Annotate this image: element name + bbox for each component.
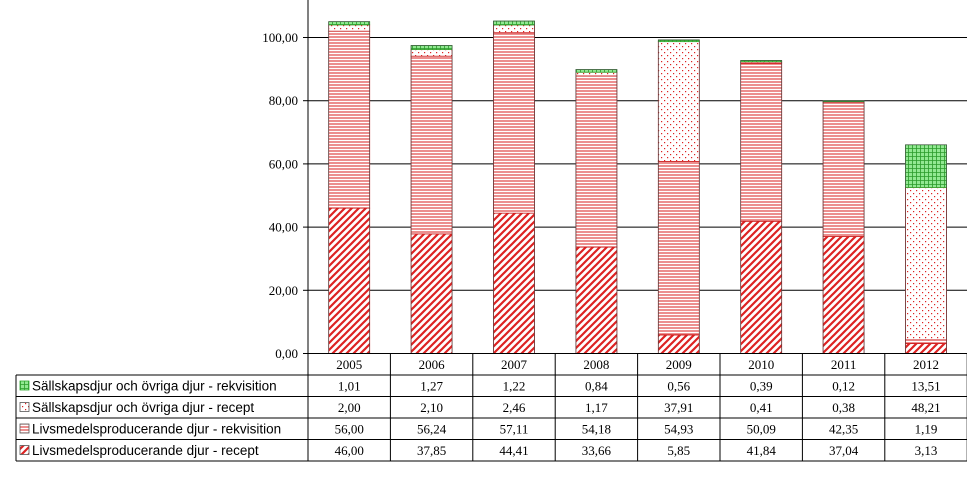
- bar-segment: [822, 102, 865, 237]
- bar-segment: [575, 75, 618, 248]
- x-tick-label: 2011: [831, 357, 857, 372]
- data-label: 0,84: [585, 379, 608, 394]
- x-tick-label: 2009: [666, 357, 692, 372]
- bar-segment: [657, 334, 700, 354]
- x-tick-label: 2006: [419, 357, 446, 372]
- data-label: 1,17: [585, 400, 608, 415]
- data-label: 5,85: [667, 443, 690, 458]
- x-tick-label: 2008: [583, 357, 609, 372]
- y-tick-label: 0,00: [275, 346, 298, 361]
- data-label: 37,85: [417, 443, 446, 458]
- bar-segment: [905, 343, 947, 354]
- data-label: 37,91: [664, 400, 693, 415]
- bar-segment: [493, 32, 535, 214]
- bar-segment: [575, 246, 618, 354]
- data-label: 56,24: [417, 422, 447, 437]
- bar-segment: [657, 41, 700, 162]
- legend-entry: Sällskapsdjur och övriga djur - recept: [32, 400, 254, 415]
- data-label: 0,56: [667, 379, 690, 394]
- legend-entry: Sällskapsdjur och övriga djur - rekvisit…: [32, 379, 277, 394]
- y-tick-label: 20,00: [269, 283, 298, 298]
- data-label: 0,12: [832, 379, 855, 394]
- data-label: 0,38: [832, 400, 855, 415]
- bar-segment: [657, 161, 700, 336]
- data-label: 2,10: [420, 400, 443, 415]
- y-tick-label: 60,00: [269, 156, 298, 171]
- y-tick-label: 40,00: [269, 220, 298, 235]
- data-label: 1,19: [915, 422, 938, 437]
- plot-area: 0,00 20,00 40,00 60,00 80,00 100,00: [262, 0, 967, 361]
- x-tick-label: 2007: [501, 357, 528, 372]
- data-label: 54,93: [664, 422, 693, 437]
- bar-segment: [575, 69, 618, 73]
- bar-segment: [328, 21, 371, 26]
- data-label: 2,00: [338, 400, 361, 415]
- data-label: 0,41: [750, 400, 773, 415]
- bar-segment: [822, 236, 865, 354]
- y-tick-label: 80,00: [269, 93, 298, 108]
- bar-segment: [905, 144, 947, 188]
- data-label: 37,04: [829, 443, 859, 458]
- data-label: 46,00: [335, 443, 364, 458]
- bar-segment: [493, 212, 535, 354]
- legend-entry: Livsmedelsproducerande djur - rekvisitio…: [32, 422, 281, 437]
- bar-segment: [410, 49, 453, 57]
- legend-swatch: [19, 402, 30, 412]
- y-tick-label: 100,00: [262, 30, 298, 45]
- bar-segment: [410, 55, 453, 235]
- data-label: 44,41: [499, 443, 528, 458]
- data-label: 42,35: [829, 422, 858, 437]
- data-label: 41,84: [747, 443, 777, 458]
- legend-entry: Livsmedelsproducerande djur - recept: [32, 443, 259, 458]
- bar-segment: [493, 20, 535, 26]
- legend-swatch: [19, 423, 30, 434]
- bar-segment: [905, 339, 947, 345]
- legend-swatch: [19, 380, 30, 391]
- data-label: 54,18: [582, 422, 611, 437]
- data-label: 0,39: [750, 379, 773, 394]
- bar-segment: [740, 220, 783, 354]
- bar-segment: [410, 233, 453, 354]
- bar-segment: [740, 62, 783, 222]
- data-label: 3,13: [915, 443, 938, 458]
- data-label: 2,46: [503, 400, 526, 415]
- bar-segment: [905, 187, 947, 341]
- data-label: 56,00: [335, 422, 364, 437]
- data-label: 57,11: [500, 422, 529, 437]
- x-tick-label: 2005: [336, 357, 362, 372]
- x-tick-label: 2010: [748, 357, 774, 372]
- data-label: 48,21: [911, 400, 940, 415]
- bar-segment: [328, 24, 371, 32]
- legend-swatch: [19, 445, 30, 455]
- data-label: 1,22: [503, 379, 526, 394]
- bar-segment: [575, 71, 618, 77]
- bar-segment: [493, 24, 535, 34]
- data-label: 1,01: [338, 379, 361, 394]
- bar-segment: [410, 45, 453, 50]
- data-label: 33,66: [582, 443, 612, 458]
- bar-segment: [328, 207, 371, 354]
- data-table: 2005 2006 2007 2008 2009 2010 2011 2012 Sällskap…: [15, 353, 967, 462]
- x-tick-label: 2012: [913, 357, 939, 372]
- data-label: 1,27: [420, 379, 443, 394]
- data-label: 50,09: [747, 422, 776, 437]
- bar-segment: [328, 30, 371, 209]
- data-label: 13,51: [911, 379, 940, 394]
